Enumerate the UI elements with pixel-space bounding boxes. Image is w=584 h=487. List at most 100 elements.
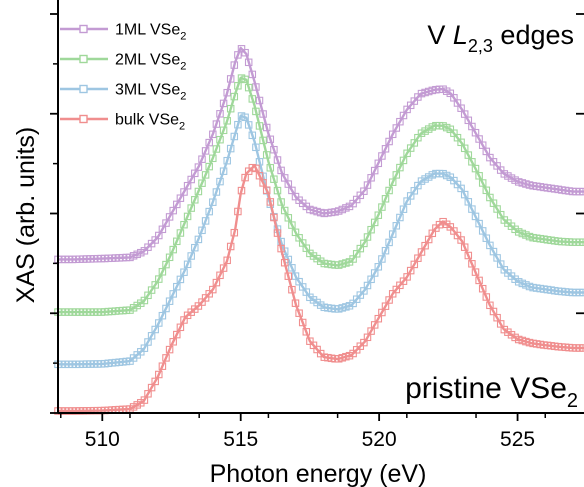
data-point-marker [370,166,379,175]
data-point-marker [478,284,487,293]
data-point-marker [270,145,278,154]
legend-item: bulk VSe2 [60,112,185,133]
x-tick-label: 515 [223,428,258,451]
data-point-marker [183,260,192,269]
legend-marker [79,24,88,34]
data-point-marker [194,187,203,196]
data-point-marker [280,206,289,215]
data-point-marker [579,187,584,196]
data-point-marker [252,107,260,116]
data-point-marker [183,212,192,221]
data-point-marker [471,268,480,276]
data-point-marker [464,251,473,260]
data-point-marker [255,96,264,105]
data-point-marker [259,110,267,118]
data-point-marker [262,186,271,194]
data-point-marker [244,121,253,129]
data-point-marker [374,159,383,168]
data-point-marker [187,252,195,260]
data-point-marker [482,234,491,242]
legend-label-sub: 2 [179,121,185,133]
data-point-marker [230,92,239,101]
data-point-marker [216,135,224,144]
data-point-marker [367,174,375,182]
data-point-marker [173,282,181,291]
data-point-marker [464,198,473,206]
data-point-marker [471,164,480,173]
data-point-marker [234,207,242,216]
data-point-marker [273,229,282,237]
data-point-marker [471,212,480,221]
data-point-marker [165,253,174,262]
data-point-marker [205,207,213,216]
data-point-marker [266,198,275,206]
legend-label-main: 2ML VSe [115,52,180,69]
data-point-marker [212,120,221,128]
data-point-marker [216,110,224,118]
data-point-marker [162,354,170,362]
data-point-marker [385,137,393,146]
data-point-marker [392,171,401,179]
data-point-marker [219,167,228,175]
data-point-marker [270,213,278,222]
data-point-marker [475,219,483,228]
data-point-marker [252,143,260,152]
data-point-marker [266,164,275,172]
y-axis-label: XAS (arb. units) [12,127,40,303]
edge-annotation-italic: L [453,20,468,50]
data-point-marker [212,188,221,196]
data-point-marker [223,156,231,165]
data-point-marker [273,186,282,195]
data-point-marker [230,228,239,237]
data-point-marker [226,242,235,251]
data-point-marker [223,256,231,265]
legend-label-sub: 2 [180,61,186,73]
data-point-marker [198,226,206,235]
data-point-marker [230,61,239,69]
data-point-marker [216,177,224,186]
data-point-marker [173,237,181,246]
data-point-marker [198,179,206,187]
data-point-marker [273,156,282,164]
data-point-marker [460,243,469,251]
data-point-marker [370,218,379,227]
legend-marker [79,84,88,94]
data-point-marker [209,154,217,163]
legend-item: 2ML VSe2 [60,52,186,73]
data-point-marker [482,186,491,195]
data-point-marker [169,245,177,254]
legend-marker [79,54,88,64]
data-point-marker [201,147,210,155]
data-point-marker [396,163,404,172]
data-point-marker [280,258,289,267]
data-point-marker [155,319,163,327]
data-point-marker [478,227,487,235]
data-point-marker [201,171,210,179]
data-point-marker [460,190,469,199]
legend-item: 3ML VSe2 [60,82,186,103]
data-point-marker [270,175,278,183]
data-point-marker [248,95,257,103]
data-point-marker [155,370,163,379]
data-point-marker [367,225,375,234]
data-point-marker [277,198,285,206]
data-point-marker [176,323,185,332]
data-point-marker [277,244,285,253]
sample-annotation: pristine VSe2 [405,372,578,412]
series-2 [54,74,584,316]
data-point-marker [478,179,487,187]
data-point-marker [234,120,242,129]
data-point-marker [244,83,253,92]
data-point-marker [169,338,177,346]
data-point-marker [158,268,167,276]
data-point-marker [191,243,199,252]
data-point-marker [237,186,246,195]
data-point-marker [295,309,303,317]
data-point-marker [255,171,264,180]
data-point-marker [385,238,393,247]
x-tick-label: 510 [85,428,120,451]
data-point-marker [396,213,404,222]
data-point-marker [392,222,401,230]
data-point-marker [288,264,296,272]
data-point-marker [288,285,296,294]
